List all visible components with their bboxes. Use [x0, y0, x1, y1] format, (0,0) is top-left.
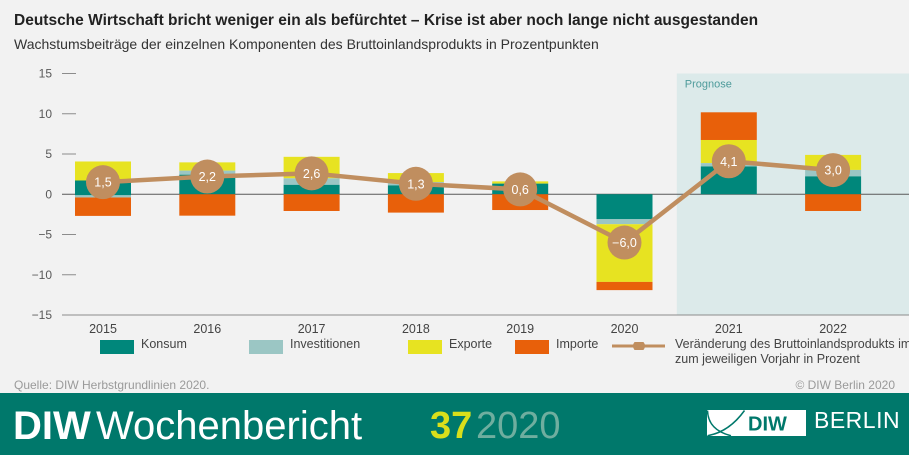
svg-text:5: 5	[45, 147, 52, 161]
svg-text:2,2: 2,2	[199, 170, 216, 184]
svg-text:2015: 2015	[89, 322, 117, 336]
svg-text:2019: 2019	[506, 322, 534, 336]
svg-text:DIW: DIW	[748, 414, 787, 436]
svg-text:15: 15	[39, 67, 53, 81]
svg-text:1,3: 1,3	[407, 177, 424, 191]
svg-text:−15: −15	[32, 308, 53, 322]
svg-text:Prognose: Prognose	[685, 79, 732, 91]
svg-text:10: 10	[39, 107, 53, 121]
svg-text:2018: 2018	[402, 322, 430, 336]
svg-text:1,5: 1,5	[94, 176, 111, 190]
svg-text:2016: 2016	[193, 322, 221, 336]
svg-text:−10: −10	[32, 268, 53, 282]
svg-text:3,0: 3,0	[824, 164, 841, 178]
svg-text:−6,0: −6,0	[612, 236, 637, 250]
svg-text:2022: 2022	[819, 322, 847, 336]
svg-text:4,1: 4,1	[720, 155, 737, 169]
svg-text:2021: 2021	[715, 322, 743, 336]
svg-text:2017: 2017	[298, 322, 326, 336]
svg-text:0,6: 0,6	[512, 183, 529, 197]
svg-text:0: 0	[45, 187, 52, 201]
svg-text:2020: 2020	[611, 322, 639, 336]
svg-text:2,6: 2,6	[303, 167, 320, 181]
svg-text:−5: −5	[38, 228, 52, 242]
